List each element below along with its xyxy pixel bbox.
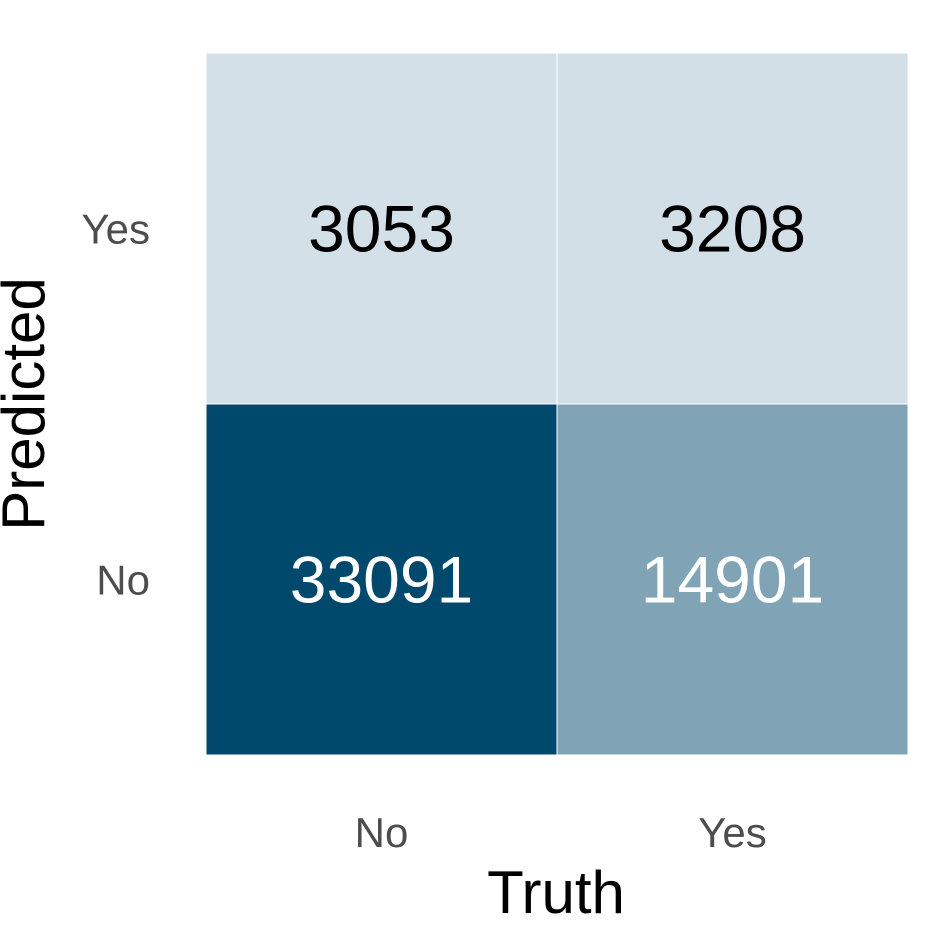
y-tick-label: Yes [81, 206, 150, 253]
heatmap-cell-yes-yes [556, 52, 909, 405]
heatmap-cell-no-yes [556, 403, 909, 756]
cell-value-label: 3208 [659, 192, 806, 266]
heatmap-cell-values: 3053 3208 33091 14901 [290, 192, 825, 617]
heatmap-cells [205, 52, 909, 756]
x-tick-label: No [355, 809, 409, 856]
y-axis-ticks: No Yes [81, 206, 150, 604]
cell-value-label: 14901 [641, 543, 825, 617]
y-tick-label: No [96, 557, 150, 604]
cell-value-label: 3053 [308, 192, 455, 266]
x-tick-label: Yes [698, 809, 767, 856]
cell-value-label: 33091 [290, 543, 474, 617]
heatmap-cell-no-no [205, 403, 558, 756]
x-axis-title: Truth [487, 859, 625, 926]
x-axis-ticks: No Yes [355, 809, 767, 856]
heatmap-cell-yes-no [205, 52, 558, 405]
y-axis-title: Predicted [0, 277, 57, 530]
